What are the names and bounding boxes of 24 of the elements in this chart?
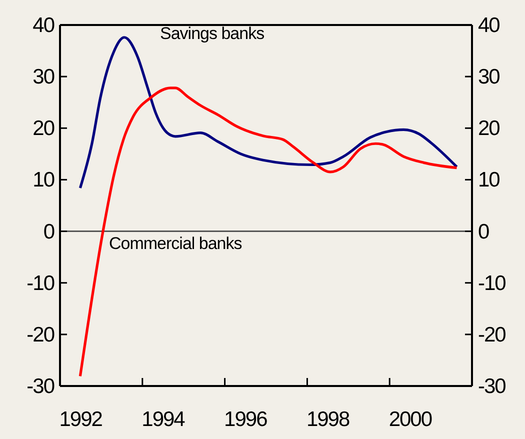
line-series [78, 86, 458, 378]
y-tick-label: -10 [26, 272, 54, 295]
series-label: Commercial banks [109, 234, 242, 254]
y2-tick-label: 40 [478, 14, 500, 37]
x-tick-label: 1992 [59, 408, 102, 431]
y2-tick-label: -20 [478, 323, 506, 346]
series-label: Savings banks [160, 24, 264, 44]
x-tick-label: 2000 [388, 408, 432, 431]
y-tick-label: -20 [26, 323, 54, 346]
y-tick-label: 10 [32, 168, 54, 192]
x-tick-label: 1998 [306, 408, 350, 431]
y2-tick-label: 20 [478, 117, 500, 140]
y-tick-label: 40 [32, 14, 54, 37]
y-tick-label: 0 [43, 220, 54, 244]
y-tick-label: 20 [32, 117, 54, 140]
y2-tick-label: -30 [478, 375, 506, 398]
y2-tick-label: -10 [478, 272, 506, 295]
x-tick-label: 1996 [224, 408, 268, 431]
y-tick-label: 30 [32, 66, 54, 89]
y2-tick-label: 30 [478, 66, 500, 89]
y2-tick-label: 10 [478, 168, 500, 192]
y2-tick-label: 0 [478, 220, 489, 244]
y-tick-label: -30 [26, 375, 54, 398]
x-tick-label: 1994 [142, 408, 186, 431]
